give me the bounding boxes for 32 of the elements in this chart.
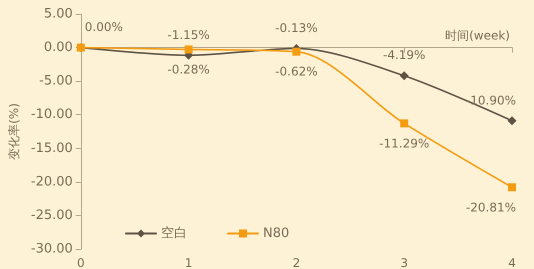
y-tick-label: 0.00 (44, 40, 73, 56)
legend-label: 空白 (161, 226, 187, 241)
x-axis-title: 时间(week) (445, 28, 510, 43)
data-label: -0.13% (275, 20, 318, 35)
y-tick-label: 5.00 (44, 6, 73, 22)
data-label: -20.81% (466, 200, 516, 214)
point (508, 183, 516, 192)
data-label: -4.19% (382, 48, 426, 62)
y-tick-label: -10.00 (30, 107, 73, 122)
y-tick-label: -30.00 (30, 242, 73, 256)
data-label: -11.29% (379, 136, 430, 150)
point (508, 116, 516, 126)
data-label: 0.00% (84, 20, 123, 34)
data-label: -0.62% (275, 64, 318, 79)
x-tick-label: 2 (292, 256, 300, 269)
data-label: -1.15% (167, 28, 210, 42)
point (400, 119, 408, 128)
x-tick-label: 1 (184, 256, 192, 269)
y-tick-label: -25.00 (30, 208, 73, 223)
point (292, 48, 300, 56)
legend-label: N80 (263, 226, 290, 241)
y-tick-label: -15.00 (30, 140, 73, 156)
point (400, 71, 409, 80)
y-tick-label: -5.00 (39, 74, 73, 89)
x-tick-label: 4 (508, 256, 516, 269)
x-tick-label: 3 (400, 256, 408, 269)
y-tick-label: -20.00 (30, 174, 73, 190)
data-label: -0.28% (167, 62, 210, 76)
x-tick-label: 0 (76, 256, 85, 269)
data-label: -10.90% (466, 93, 516, 108)
y-axis-title: 变化率(%) (7, 103, 21, 160)
point (184, 45, 193, 54)
